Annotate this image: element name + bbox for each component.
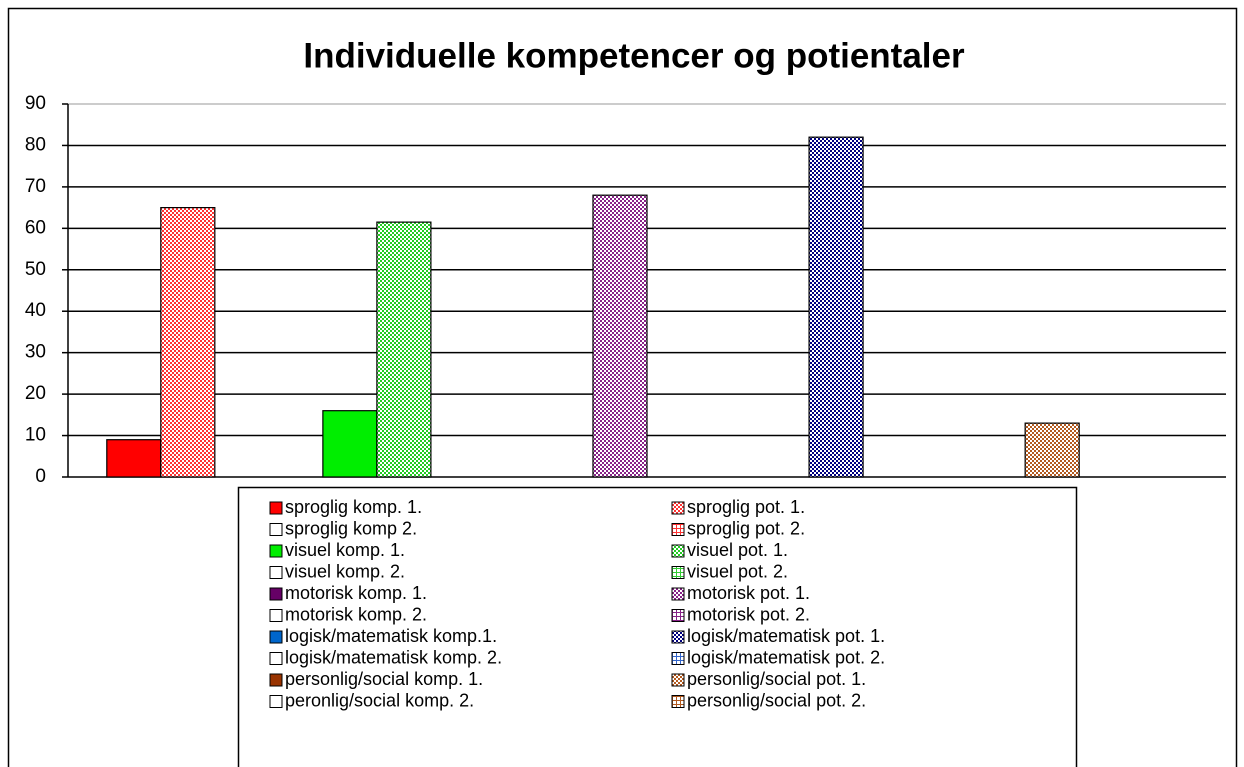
legend-swatch [671, 609, 685, 622]
y-tick-label: 30 [25, 342, 46, 363]
legend-swatch [269, 630, 283, 644]
y-tick-label: 90 [25, 93, 46, 114]
legend-label: personlig/social pot. 1. [687, 669, 866, 689]
y-tick-label: 20 [25, 383, 46, 404]
y-tick-label: 50 [25, 259, 46, 280]
bar [592, 194, 648, 478]
legend-label: visuel pot. 2. [687, 561, 788, 581]
legend-swatch [671, 630, 685, 644]
legend-swatch [671, 673, 685, 687]
legend-label: personlig/social komp. 1. [285, 669, 483, 689]
bar [106, 439, 162, 478]
legend-label: sproglig komp. 1. [285, 497, 422, 517]
legend-swatch [269, 501, 283, 515]
legend-swatch [269, 523, 283, 536]
bar [322, 410, 378, 478]
legend-label: sproglig komp 2. [285, 518, 417, 538]
legend-swatch [671, 587, 685, 601]
legend-label: sproglig pot. 1. [687, 497, 805, 517]
legend-swatch [269, 652, 283, 665]
legend-label: motorisk pot. 1. [687, 583, 810, 603]
legend-swatch [671, 501, 685, 515]
legend-label: logisk/matematisk pot. 1. [687, 626, 885, 646]
y-tick-label: 60 [25, 217, 46, 238]
legend-box [237, 486, 1078, 767]
legend-swatch [671, 695, 685, 708]
legend-label: personlig/social pot. 2. [687, 690, 866, 710]
legend-label: peronlig/social komp. 2. [285, 690, 474, 710]
legend-label: motorisk komp. 1. [285, 583, 427, 603]
y-tick-label: 70 [25, 176, 46, 197]
legend-swatch [671, 652, 685, 665]
legend-swatch [671, 523, 685, 536]
y-tick-label: 40 [25, 300, 46, 321]
legend-swatch [269, 566, 283, 579]
y-tick-label: 10 [25, 425, 46, 446]
y-tick-label: 0 [35, 466, 46, 487]
legend-label: motorisk komp. 2. [285, 604, 427, 624]
legend-swatch [269, 544, 283, 558]
legend-label: motorisk pot. 2. [687, 604, 810, 624]
legend-label: visuel pot. 1. [687, 540, 788, 560]
y-tick-label: 80 [25, 134, 46, 155]
legend-swatch [269, 695, 283, 708]
legend-swatch [269, 673, 283, 687]
legend-label: logisk/matematisk komp.1. [285, 626, 497, 646]
legend-swatch [269, 609, 283, 622]
legend-label: visuel komp. 1. [285, 540, 405, 560]
legend-label: sproglig pot. 2. [687, 518, 805, 538]
legend-label: visuel komp. 2. [285, 561, 405, 581]
chart-title: Individuelle kompetencer og potientaler [303, 36, 965, 75]
bar [160, 207, 216, 478]
legend-swatch [269, 587, 283, 601]
legend-swatch [671, 544, 685, 558]
legend-label: logisk/matematisk pot. 2. [687, 647, 885, 667]
bar [376, 221, 432, 478]
legend-label: logisk/matematisk komp. 2. [285, 647, 502, 667]
legend-swatch [671, 566, 685, 579]
bar [1024, 422, 1080, 478]
bar [808, 136, 864, 478]
